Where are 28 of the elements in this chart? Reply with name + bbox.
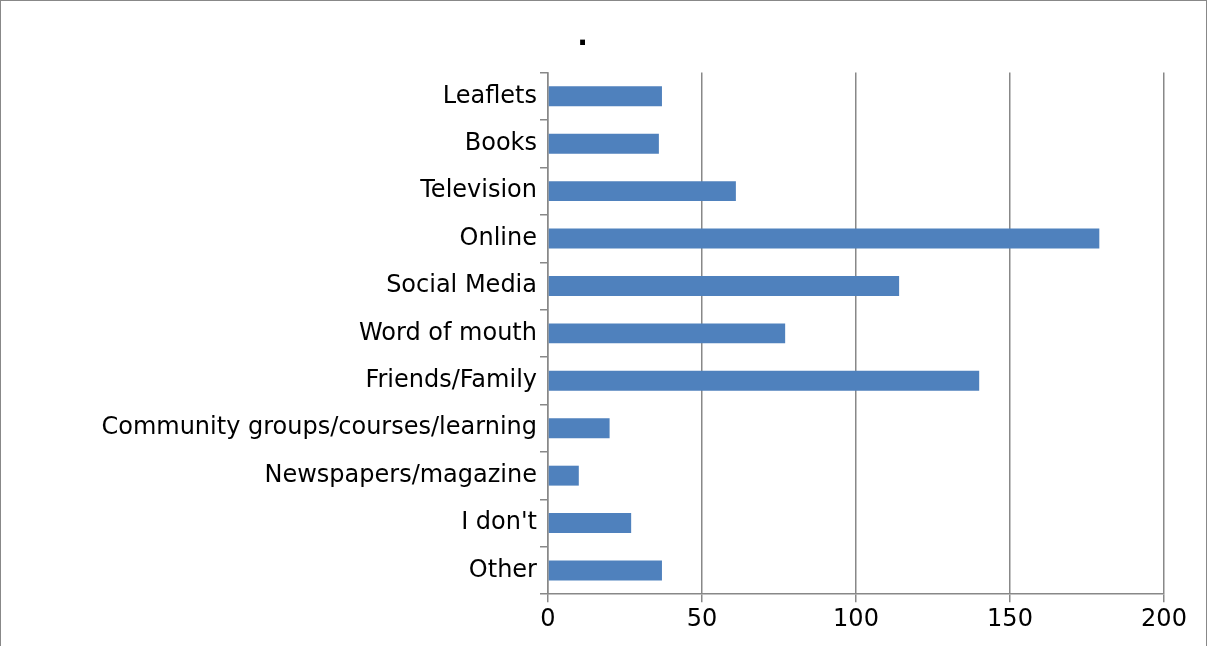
bar — [548, 370, 980, 391]
y-tick-label: Friends/Family — [365, 365, 537, 394]
bar — [548, 133, 659, 154]
y-tick-label: Community groups/courses/learning — [101, 412, 537, 441]
x-tick-label: 0 — [540, 603, 556, 632]
bar — [548, 323, 786, 344]
y-tick-label: Other — [468, 554, 538, 583]
x-tick-label: 150 — [987, 603, 1033, 632]
y-tick-label: Online — [459, 222, 537, 251]
bar — [548, 276, 900, 296]
bar — [548, 228, 1100, 249]
y-tick-label: I don't — [461, 507, 537, 536]
bar — [548, 513, 632, 534]
chart-title: . — [577, 19, 588, 53]
y-tick-label: Leaflets — [442, 80, 537, 109]
y-tick-label: Newspapers/magazine — [264, 459, 537, 488]
bar — [548, 560, 662, 581]
y-tick-label: Word of mouth — [359, 317, 537, 346]
x-tick-label: 200 — [1141, 603, 1187, 632]
bar — [548, 465, 579, 486]
bar — [548, 418, 610, 439]
y-tick-label: Social Media — [386, 270, 537, 299]
bar — [548, 181, 736, 202]
y-tick-label: Television — [419, 175, 537, 204]
bar — [548, 86, 662, 107]
x-tick-label: 50 — [686, 603, 718, 632]
y-tick-label: Books — [464, 127, 537, 156]
x-tick-label: 100 — [833, 603, 879, 632]
